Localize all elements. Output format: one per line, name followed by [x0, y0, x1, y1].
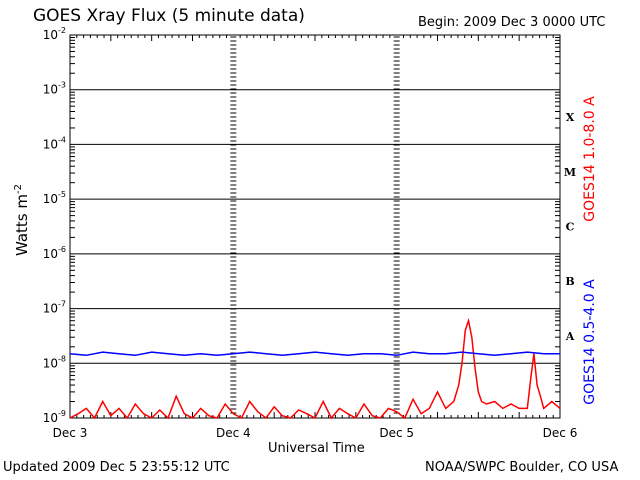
y-tick-exp: -4	[58, 135, 66, 144]
begin-time: Begin: 2009 Dec 3 0000 UTC	[418, 15, 606, 30]
flare-class-label: A	[565, 330, 575, 343]
y-tick-exp: -6	[58, 245, 66, 254]
y-tick-base: 10	[43, 28, 58, 42]
y-tick-label: 10-9	[43, 409, 66, 425]
y-tick-base: 10	[43, 356, 58, 370]
chart-title: GOES Xray Flux (5 minute data)	[33, 6, 305, 26]
y-tick-exp: -9	[58, 409, 66, 418]
y-tick-label: 10-8	[43, 354, 66, 370]
y-tick-label: 10-3	[43, 81, 66, 97]
y-tick-exp: -3	[58, 81, 66, 90]
y-tick-base: 10	[43, 83, 58, 97]
y-tick-exp: -8	[58, 354, 66, 363]
flare-class-label: M	[564, 166, 576, 179]
plot-frame	[69, 34, 561, 419]
y-tick-base: 10	[43, 192, 58, 206]
y-tick-base: 10	[43, 137, 58, 151]
y-tick-base: 10	[43, 302, 58, 316]
x-tick-label: Dec 3	[53, 426, 88, 440]
y-tick-label: 10-7	[43, 300, 66, 316]
y-tick-base: 10	[43, 247, 58, 261]
y-tick-label: 10-2	[43, 26, 66, 42]
y-tick-label: 10-6	[43, 245, 66, 261]
flare-class-label: X	[566, 111, 575, 124]
x-axis-label: Universal Time	[268, 441, 365, 456]
y-tick-exp: -2	[58, 26, 66, 35]
credit: NOAA/SWPC Boulder, CO USA	[425, 460, 619, 475]
series-line-1	[69, 317, 561, 420]
x-tick-label: Dec 6	[543, 426, 578, 440]
y-tick-label: 10-4	[43, 135, 66, 151]
y-tick-base: 10	[43, 411, 58, 425]
series-line-2	[69, 351, 560, 357]
x-tick-label: Dec 5	[379, 426, 414, 440]
flare-class-label: C	[566, 221, 575, 234]
updated-time: Updated 2009 Dec 5 23:55:12 UTC	[3, 460, 230, 475]
x-tick-label: Dec 4	[216, 426, 251, 440]
y-tick-exp: -7	[58, 300, 66, 309]
y-tick-label: 10-5	[43, 190, 66, 206]
y-tick-exp: -5	[58, 190, 66, 199]
flare-class-label: B	[565, 275, 574, 288]
